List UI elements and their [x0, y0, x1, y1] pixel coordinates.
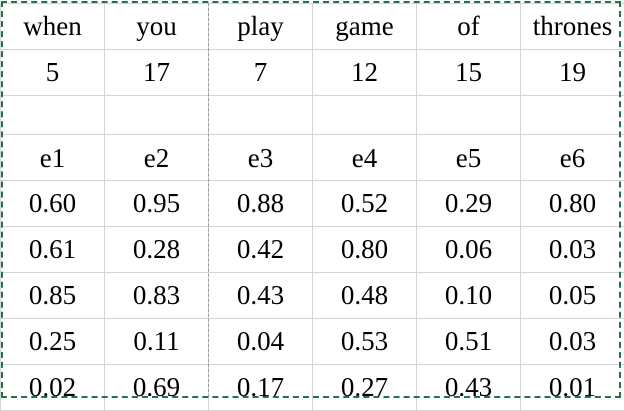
cell-value[interactable]: 0.25 [1, 319, 105, 365]
cell-embedding-label[interactable]: e5 [417, 135, 521, 181]
cell-embedding-label[interactable]: e2 [105, 135, 209, 181]
cell-id[interactable]: 17 [105, 50, 209, 96]
cell-embedding-label[interactable]: e3 [209, 135, 313, 181]
cell-empty[interactable] [1, 96, 105, 135]
embedding-row: 0.61 0.28 0.42 0.80 0.06 0.03 [1, 227, 624, 273]
cell-table: when you play game of thrones 5 17 7 12 … [0, 3, 624, 411]
cell-value[interactable]: 0.27 [313, 365, 417, 411]
cell-value[interactable]: 0.80 [313, 227, 417, 273]
cell-value[interactable]: 0.03 [521, 227, 624, 273]
cell-value[interactable]: 0.42 [209, 227, 313, 273]
cell-empty[interactable] [417, 96, 521, 135]
cell-word[interactable]: of [417, 4, 521, 50]
cell-value[interactable]: 0.48 [313, 273, 417, 319]
spreadsheet-grid: when you play game of thrones 5 17 7 12 … [0, 0, 624, 402]
cell-value[interactable]: 0.88 [209, 181, 313, 227]
cell-id[interactable]: 5 [1, 50, 105, 96]
cell-value[interactable]: 0.61 [1, 227, 105, 273]
embedding-row: 0.25 0.11 0.04 0.53 0.51 0.03 [1, 319, 624, 365]
cell-value[interactable]: 0.60 [1, 181, 105, 227]
empty-row [1, 96, 624, 135]
cell-id[interactable]: 12 [313, 50, 417, 96]
cell-value[interactable]: 0.02 [1, 365, 105, 411]
cell-word[interactable]: thrones [521, 4, 624, 50]
cell-word[interactable]: play [209, 4, 313, 50]
cell-embedding-label[interactable]: e6 [521, 135, 624, 181]
cell-empty[interactable] [209, 96, 313, 135]
cell-value[interactable]: 0.29 [417, 181, 521, 227]
cell-empty[interactable] [105, 96, 209, 135]
cell-id[interactable]: 7 [209, 50, 313, 96]
cell-value[interactable]: 0.69 [105, 365, 209, 411]
cell-value[interactable]: 0.06 [417, 227, 521, 273]
cell-word[interactable]: you [105, 4, 209, 50]
cell-value[interactable]: 0.51 [417, 319, 521, 365]
cell-embedding-label[interactable]: e4 [313, 135, 417, 181]
cell-word[interactable]: when [1, 4, 105, 50]
cell-value[interactable]: 0.43 [417, 365, 521, 411]
cell-value[interactable]: 0.04 [209, 319, 313, 365]
embedding-row: 0.60 0.95 0.88 0.52 0.29 0.80 [1, 181, 624, 227]
word-row: when you play game of thrones [1, 4, 624, 50]
cell-empty[interactable] [521, 96, 624, 135]
cell-value[interactable]: 0.83 [105, 273, 209, 319]
cell-value[interactable]: 0.52 [313, 181, 417, 227]
cell-value[interactable]: 0.10 [417, 273, 521, 319]
cell-value[interactable]: 0.28 [105, 227, 209, 273]
cell-value[interactable]: 0.95 [105, 181, 209, 227]
id-row: 5 17 7 12 15 19 [1, 50, 624, 96]
cell-empty[interactable] [313, 96, 417, 135]
cell-value[interactable]: 0.53 [313, 319, 417, 365]
cell-value[interactable]: 0.80 [521, 181, 624, 227]
cell-word[interactable]: game [313, 4, 417, 50]
embedding-row: 0.02 0.69 0.17 0.27 0.43 0.01 [1, 365, 624, 411]
embedding-row: 0.85 0.83 0.43 0.48 0.10 0.05 [1, 273, 624, 319]
cell-value[interactable]: 0.03 [521, 319, 624, 365]
cell-value[interactable]: 0.85 [1, 273, 105, 319]
cell-id[interactable]: 19 [521, 50, 624, 96]
cell-value[interactable]: 0.43 [209, 273, 313, 319]
cell-value[interactable]: 0.17 [209, 365, 313, 411]
cell-value[interactable]: 0.05 [521, 273, 624, 319]
cell-embedding-label[interactable]: e1 [1, 135, 105, 181]
embedding-label-row: e1 e2 e3 e4 e5 e6 [1, 135, 624, 181]
cell-value[interactable]: 0.01 [521, 365, 624, 411]
cell-value[interactable]: 0.11 [105, 319, 209, 365]
cell-id[interactable]: 15 [417, 50, 521, 96]
